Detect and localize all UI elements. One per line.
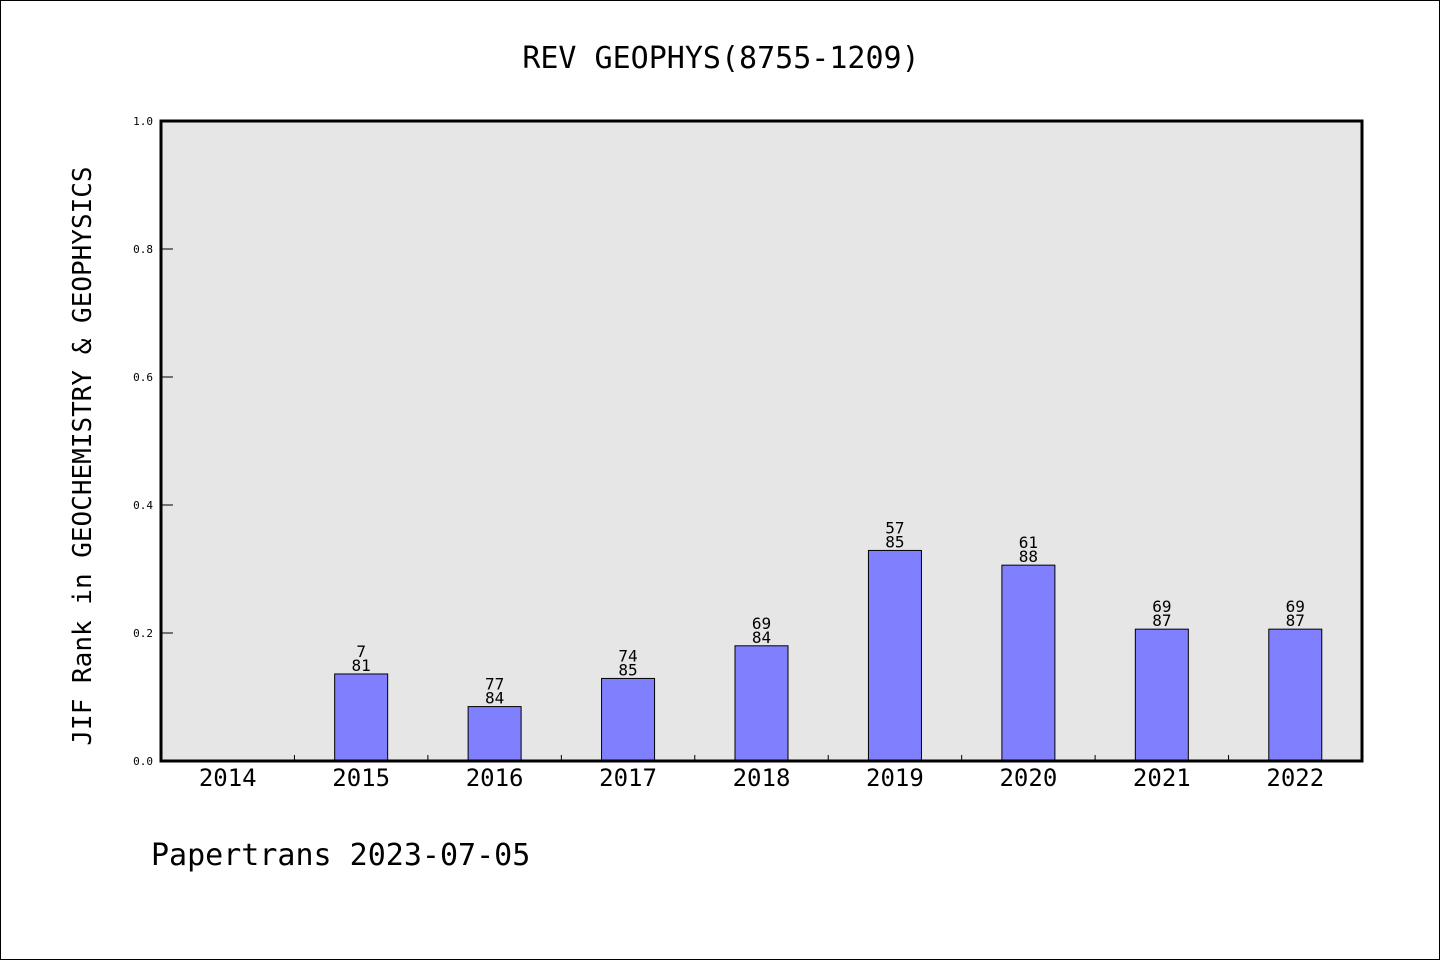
bar-total-label: 84 xyxy=(485,689,504,708)
x-axis: 2014 2015 2016 2017 2018 2019 2020 2021 2022 xyxy=(199,755,1324,792)
bar xyxy=(1001,564,1056,762)
bar-rank-label: 69 xyxy=(1152,597,1171,616)
bar-total-label: 85 xyxy=(885,532,904,551)
bar-total-label: 84 xyxy=(752,628,771,647)
y-tick-label: 0.0 xyxy=(133,755,153,768)
x-tick-label: 2020 xyxy=(999,764,1057,792)
bar xyxy=(734,645,789,762)
bar-rank-label: 69 xyxy=(752,614,771,633)
y-tick-label: 1.0 xyxy=(133,115,153,128)
y-tick-label: 0.4 xyxy=(133,499,153,512)
bar-rank-label: 57 xyxy=(885,518,904,537)
y-tick-label: 0.2 xyxy=(133,627,153,640)
x-tick-label: 2016 xyxy=(466,764,524,792)
bar-rank-label: 77 xyxy=(485,675,504,694)
bar xyxy=(867,549,922,762)
plot-border xyxy=(159,119,1364,763)
x-tick-label: 2015 xyxy=(332,764,390,792)
x-tick-label: 2018 xyxy=(733,764,791,792)
x-tick-label: 2017 xyxy=(599,764,657,792)
bar-total-label: 81 xyxy=(352,656,371,675)
bar xyxy=(334,673,389,762)
x-tick-label: 2019 xyxy=(866,764,924,792)
y-tick-label: 0.6 xyxy=(133,371,153,384)
x-tick-label: 2022 xyxy=(1266,764,1324,792)
chart-title: REV GEOPHYS(8755-1209) xyxy=(522,41,919,76)
bar-rank-label: 61 xyxy=(1019,533,1038,552)
x-tick-label: 2014 xyxy=(199,764,257,792)
bar-rank-label: 7 xyxy=(356,642,366,661)
bar xyxy=(1134,628,1189,762)
bar-total-label: 87 xyxy=(1152,611,1171,630)
bar-total-label: 85 xyxy=(618,660,637,679)
bar xyxy=(1268,628,1323,762)
bar xyxy=(601,677,656,762)
y-tick-label: 0.8 xyxy=(133,243,153,256)
y-axis: 0.0 0.2 0.4 0.6 0.8 1.0 xyxy=(133,115,173,768)
bar-rank-label: 74 xyxy=(618,646,637,665)
bar xyxy=(467,706,522,762)
bar-total-label: 88 xyxy=(1019,547,1038,566)
footer-text: Papertrans 2023-07-05 xyxy=(151,838,530,873)
bar-rank-label: 69 xyxy=(1286,597,1305,616)
y-axis-label: JIF Rank in GEOCHEMISTRY & GEOPHYSICS xyxy=(68,166,98,745)
bar-total-label: 87 xyxy=(1286,611,1305,630)
x-tick-label: 2021 xyxy=(1133,764,1191,792)
